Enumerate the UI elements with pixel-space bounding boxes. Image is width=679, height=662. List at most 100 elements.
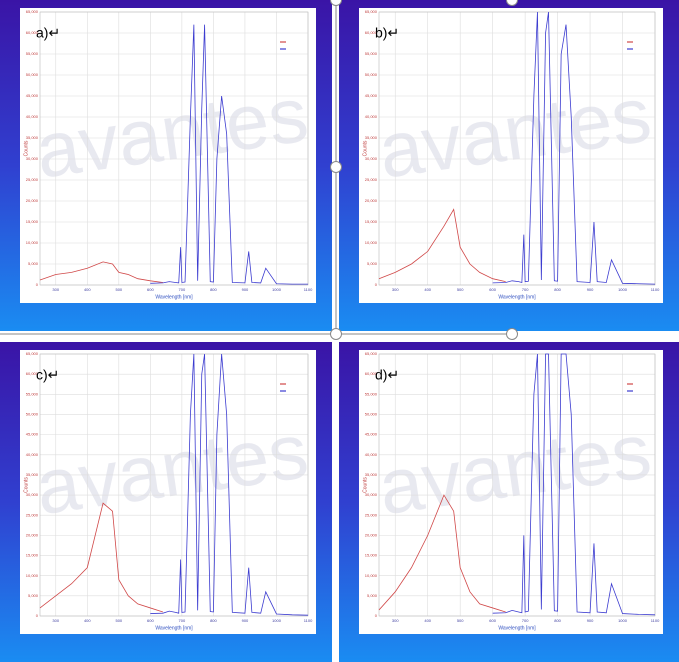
y-tick-label: 25,000 xyxy=(365,177,378,182)
x-tick-label: 400 xyxy=(424,287,431,292)
y-tick-label: 45,000 xyxy=(26,432,39,437)
y-tick-label: 40,000 xyxy=(26,452,39,457)
y-tick-label: 25,000 xyxy=(26,177,39,182)
x-tick-label: 1000 xyxy=(272,618,282,623)
x-tick-label: 900 xyxy=(242,287,249,292)
y-tick-label: 20,000 xyxy=(365,532,378,537)
y-tick-label: 0 xyxy=(375,613,378,618)
selection-frame xyxy=(0,0,518,340)
resize-handle[interactable] xyxy=(330,0,342,6)
y-tick-label: 0 xyxy=(375,282,378,287)
x-tick-label: 1100 xyxy=(304,618,313,623)
x-tick-label: 300 xyxy=(52,618,59,623)
spectrum-line xyxy=(150,353,309,616)
x-tick-label: 300 xyxy=(392,287,399,292)
y-tick-label: 55,000 xyxy=(365,391,378,396)
spectrum-line xyxy=(378,494,506,613)
y-tick-label: 20,000 xyxy=(365,198,378,203)
y-tick-label: 30,000 xyxy=(26,492,39,497)
panel-label: a)↵ xyxy=(36,25,60,41)
y-tick-label: 30,000 xyxy=(365,156,378,161)
spectrum-line xyxy=(39,502,164,613)
x-tick-label: 900 xyxy=(587,287,594,292)
panel-label: d)↵ xyxy=(375,367,399,383)
chart-area xyxy=(359,8,663,303)
x-tick-label: 300 xyxy=(52,287,59,292)
x-tick-label: 600 xyxy=(489,618,496,623)
chart-area xyxy=(20,8,316,303)
x-axis-label: Wavelength [nm] xyxy=(155,625,193,631)
x-tick-label: 600 xyxy=(489,287,496,292)
spectrum-line xyxy=(378,208,506,283)
y-tick-label: 60,000 xyxy=(26,371,39,376)
resize-handle[interactable] xyxy=(330,328,342,340)
x-tick-label: 1100 xyxy=(651,287,660,292)
y-tick-label: 60,000 xyxy=(26,30,39,35)
y-tick-label: 65,000 xyxy=(26,9,39,14)
y-tick-label: 15,000 xyxy=(365,219,378,224)
y-tick-label: 0 xyxy=(36,282,39,287)
plot-frame xyxy=(39,11,309,286)
x-axis-label: Wavelength [nm] xyxy=(498,625,536,631)
y-tick-label: 20,000 xyxy=(26,532,39,537)
x-tick-label: 700 xyxy=(522,618,529,623)
panel-label: c)↵ xyxy=(36,367,59,383)
y-tick-label: 5,000 xyxy=(367,593,378,598)
y-tick-label: 10,000 xyxy=(365,240,378,245)
y-tick-label: 35,000 xyxy=(365,472,378,477)
x-tick-label: 400 xyxy=(84,287,91,292)
y-tick-label: 65,000 xyxy=(26,351,39,356)
x-tick-label: 600 xyxy=(147,287,154,292)
plot-frame xyxy=(39,353,309,617)
y-tick-label: 30,000 xyxy=(365,492,378,497)
y-axis-label: Counts xyxy=(23,140,29,156)
y-tick-label: 50,000 xyxy=(26,412,39,417)
plot-frame xyxy=(378,353,656,617)
x-tick-label: 500 xyxy=(115,618,122,623)
y-tick-label: 0 xyxy=(36,613,39,618)
y-tick-label: 5,000 xyxy=(28,593,39,598)
y-axis-label: Counts xyxy=(23,477,29,493)
y-tick-label: 35,000 xyxy=(26,472,39,477)
y-tick-label: 45,000 xyxy=(365,93,378,98)
y-tick-label: 10,000 xyxy=(365,573,378,578)
x-tick-label: 500 xyxy=(457,287,464,292)
y-tick-label: 15,000 xyxy=(365,553,378,558)
y-tick-label: 35,000 xyxy=(26,135,39,140)
y-tick-label: 35,000 xyxy=(365,135,378,140)
y-axis-label: Counts xyxy=(362,477,368,493)
x-tick-label: 400 xyxy=(84,618,91,623)
y-tick-label: 65,000 xyxy=(365,9,378,14)
x-tick-label: 700 xyxy=(179,618,186,623)
y-tick-label: 50,000 xyxy=(365,72,378,77)
plot-frame xyxy=(378,11,656,286)
y-tick-label: 25,000 xyxy=(365,512,378,517)
y-tick-label: 40,000 xyxy=(365,114,378,119)
y-tick-label: 60,000 xyxy=(365,30,378,35)
spectrum-line xyxy=(150,24,308,285)
x-tick-label: 500 xyxy=(457,618,464,623)
y-tick-label: 50,000 xyxy=(365,412,378,417)
y-tick-label: 65,000 xyxy=(365,351,378,356)
resize-handle[interactable] xyxy=(506,328,518,340)
x-tick-label: 800 xyxy=(554,618,561,623)
x-tick-label: 700 xyxy=(179,287,186,292)
spectrum-line xyxy=(492,11,656,285)
y-axis-label: Counts xyxy=(362,140,368,156)
y-tick-label: 20,000 xyxy=(26,198,39,203)
y-tick-label: 40,000 xyxy=(26,114,39,119)
y-tick-label: 55,000 xyxy=(26,391,39,396)
y-tick-label: 45,000 xyxy=(26,93,39,98)
x-tick-label: 1100 xyxy=(304,287,313,292)
resize-handle[interactable] xyxy=(330,161,342,173)
y-tick-label: 40,000 xyxy=(365,452,378,457)
y-tick-label: 45,000 xyxy=(365,432,378,437)
y-tick-label: 15,000 xyxy=(26,553,39,558)
spectrum-line xyxy=(492,353,656,616)
y-tick-label: 55,000 xyxy=(365,51,378,56)
x-tick-label: 1000 xyxy=(618,287,628,292)
x-tick-label: 800 xyxy=(554,287,561,292)
resize-handle[interactable] xyxy=(506,0,518,6)
